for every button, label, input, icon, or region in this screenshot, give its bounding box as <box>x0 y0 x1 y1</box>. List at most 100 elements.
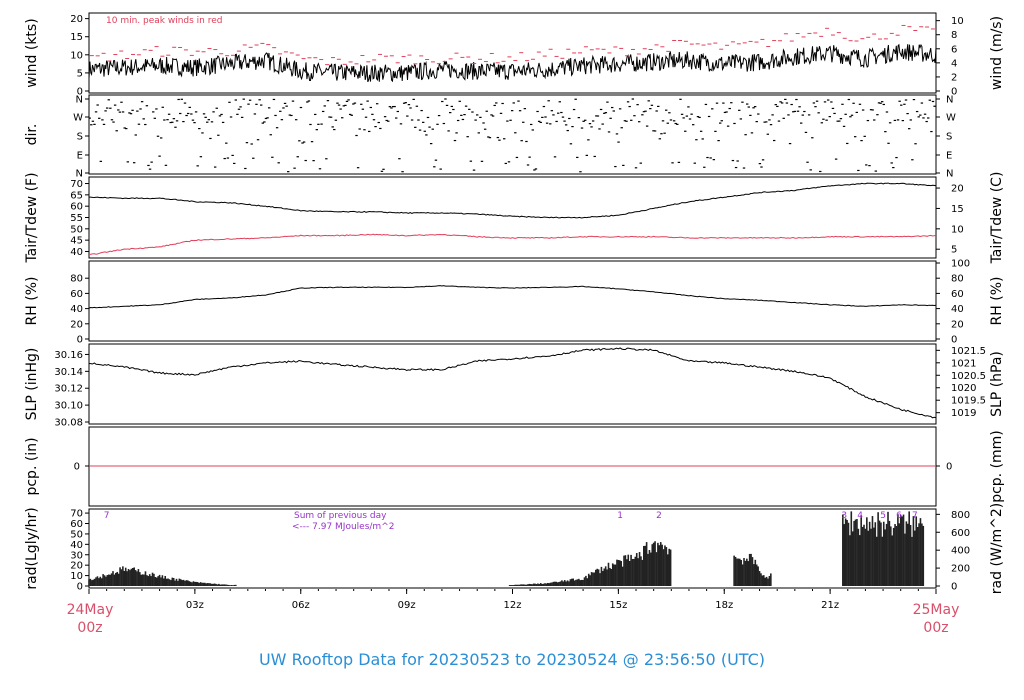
panel-temperature: Tair/Tdew (F) Tair/Tdew (C) 40455055606570… <box>24 172 1005 265</box>
y-tick-label-temperature-4: 60 <box>70 202 83 213</box>
y2-tick-label-wind-5: 10 <box>951 16 964 27</box>
y-tick-label-rad-0: 0 <box>77 582 83 593</box>
pcp2-tick-label: 0 <box>946 462 952 473</box>
dir2-tick-label-4: N <box>946 169 953 180</box>
x-tick-label-5: 18z <box>715 600 733 611</box>
y-tick-label-temperature-3: 55 <box>70 213 83 224</box>
panel-rh: RH (%) RH (%) 0 20 40 60 80 0 20 40 60 80 100 <box>24 259 1005 346</box>
dir2-tick-label-1: W <box>946 113 956 124</box>
start-date-day: 24May <box>67 602 114 618</box>
rad-annotation-6: 6 <box>896 511 902 521</box>
y-tick-label-temperature-5: 65 <box>70 190 83 201</box>
panel-slp: SLP (inHg) SLP (hPa) 30.08 30.10 30.12 30.14 3… <box>24 343 1005 429</box>
y-tick-label-rad-1: 10 <box>70 571 83 582</box>
y2-tick-label-temperature-2: 15 <box>951 204 964 215</box>
y-tick-label-rad-4: 40 <box>70 540 83 551</box>
panel-frame-dir <box>88 94 937 175</box>
y-axis-label-rh: RH (%) <box>24 277 40 326</box>
rad-annotation-4: 4 <box>857 511 863 521</box>
x-axis-ticks: 03z 06z 09z 12z 15z 18z 21z <box>88 589 937 611</box>
y-axis-label-wind: wind (kts) <box>24 18 40 87</box>
y-tick-label-rad-2: 20 <box>70 561 83 572</box>
y2-tick-label-temperature-1: 10 <box>951 224 964 235</box>
rad-annotation-1: 1 <box>617 511 623 521</box>
y-tick-label-slp-3: 30.14 <box>54 367 83 378</box>
y2-tick-label-rad-3: 600 <box>951 528 970 539</box>
y-tick-label-wind-3: 15 <box>70 32 83 43</box>
y2-tick-label-temperature-3: 20 <box>951 184 964 195</box>
y2-tick-label-slp-3: 1020.5 <box>951 371 986 382</box>
rad-annotation-0: 7 <box>104 511 110 521</box>
rad-sum-note: Sum of previous day <box>294 511 387 521</box>
end-date-time: 00z <box>923 620 948 636</box>
panel-frame-rad <box>88 508 937 589</box>
y-tick-label-temperature-2: 50 <box>70 224 83 235</box>
y-axis-label-dir: dir. <box>24 124 40 146</box>
dir-tick-label-0: N <box>76 95 83 106</box>
y-tick-label-rh-4: 80 <box>70 274 83 285</box>
y-axis-label-temperature: Tair/Tdew (F) <box>24 172 40 263</box>
y-tick-label-wind-4: 20 <box>70 14 83 25</box>
y-axis-label-rad: rad(Lgly/hr) <box>24 507 40 589</box>
y-tick-label-wind-0: 0 <box>77 87 83 98</box>
panel-rad: rad(Lgly/hr) rad (W/m^2)01020304050607002… <box>24 503 1005 594</box>
panels: wind (kts) wind (m/s)051015200246810dir.N… <box>24 12 1005 594</box>
y-tick-label-rad-7: 70 <box>70 509 83 520</box>
y2-tick-label-slp-1: 1019.5 <box>951 396 986 407</box>
y2-axis-label-pcp: pcp. (mm) <box>989 430 1005 503</box>
dir-tick-label-3: E <box>77 151 83 162</box>
y2-axis-label-rad: rad (W/m^2) <box>989 503 1005 594</box>
dir-tick-label-4: N <box>76 169 83 180</box>
dir2-tick-label-3: E <box>946 151 952 162</box>
wind-speed-line <box>88 43 937 83</box>
y2-tick-label-slp-4: 1021 <box>951 358 976 369</box>
y-tick-label-wind-2: 10 <box>70 50 83 61</box>
y-tick-label-temperature-0: 40 <box>70 247 83 258</box>
y2-axis-label-rh: RH (%) <box>989 277 1005 326</box>
dir2-tick-label-0: N <box>946 95 953 106</box>
y2-tick-label-rad-4: 800 <box>951 510 970 521</box>
y-tick-label-slp-4: 30.16 <box>54 350 83 361</box>
y-tick-label-rad-3: 30 <box>70 550 83 561</box>
y2-axis-label-wind: wind (m/s) <box>989 16 1005 90</box>
x-tick-label-4: 15z <box>609 600 627 611</box>
y-tick-label-rh-2: 40 <box>70 304 83 315</box>
y2-tick-label-rh-1: 20 <box>951 319 964 330</box>
y2-tick-label-rad-0: 0 <box>951 582 957 593</box>
y2-tick-label-rh-3: 60 <box>951 289 964 300</box>
y2-tick-label-rad-2: 400 <box>951 546 970 557</box>
dir-tick-label-1: W <box>73 113 83 124</box>
y-tick-label-rh-0: 0 <box>77 335 83 346</box>
rad-sum-value: <--- 7.97 MJoules/m^2 <box>292 522 394 532</box>
rad-annotation-5: 5 <box>880 511 886 521</box>
y2-tick-label-wind-4: 8 <box>951 30 957 41</box>
y2-tick-label-wind-2: 4 <box>951 58 957 69</box>
y-axis-label-pcp: pcp. (in) <box>24 437 40 495</box>
rad-annotation-7: 7 <box>912 511 918 521</box>
x-tick-label-3: 12z <box>504 600 522 611</box>
x-tick-label-2: 09z <box>398 600 416 611</box>
y2-axis-label-temperature: Tair/Tdew (C) <box>989 172 1005 265</box>
tdew-line <box>88 233 937 255</box>
panel-frame-slp <box>88 343 937 425</box>
start-date-time: 00z <box>77 620 102 636</box>
y-tick-label-slp-1: 30.10 <box>54 401 83 412</box>
panel-frame-rh <box>88 260 937 342</box>
y-tick-label-rh-3: 60 <box>70 289 83 300</box>
y2-tick-label-slp-0: 1019 <box>951 408 976 419</box>
y2-tick-label-temperature-0: 5 <box>951 245 957 256</box>
y2-tick-label-slp-5: 1021.5 <box>951 346 986 357</box>
y2-tick-label-slp-2: 1020 <box>951 383 976 394</box>
slp-line <box>88 347 937 419</box>
y2-tick-label-wind-1: 2 <box>951 72 957 83</box>
y-tick-label-slp-0: 30.08 <box>54 418 83 429</box>
y-tick-label-temperature-1: 45 <box>70 236 83 247</box>
end-date-day: 25May <box>913 602 960 618</box>
y-tick-label-wind-1: 5 <box>77 68 83 79</box>
tair-line <box>89 182 937 219</box>
dir-tick-label-2: S <box>77 132 83 143</box>
x-tick-label-1: 06z <box>292 600 310 611</box>
y-tick-label-rh-1: 20 <box>70 319 83 330</box>
